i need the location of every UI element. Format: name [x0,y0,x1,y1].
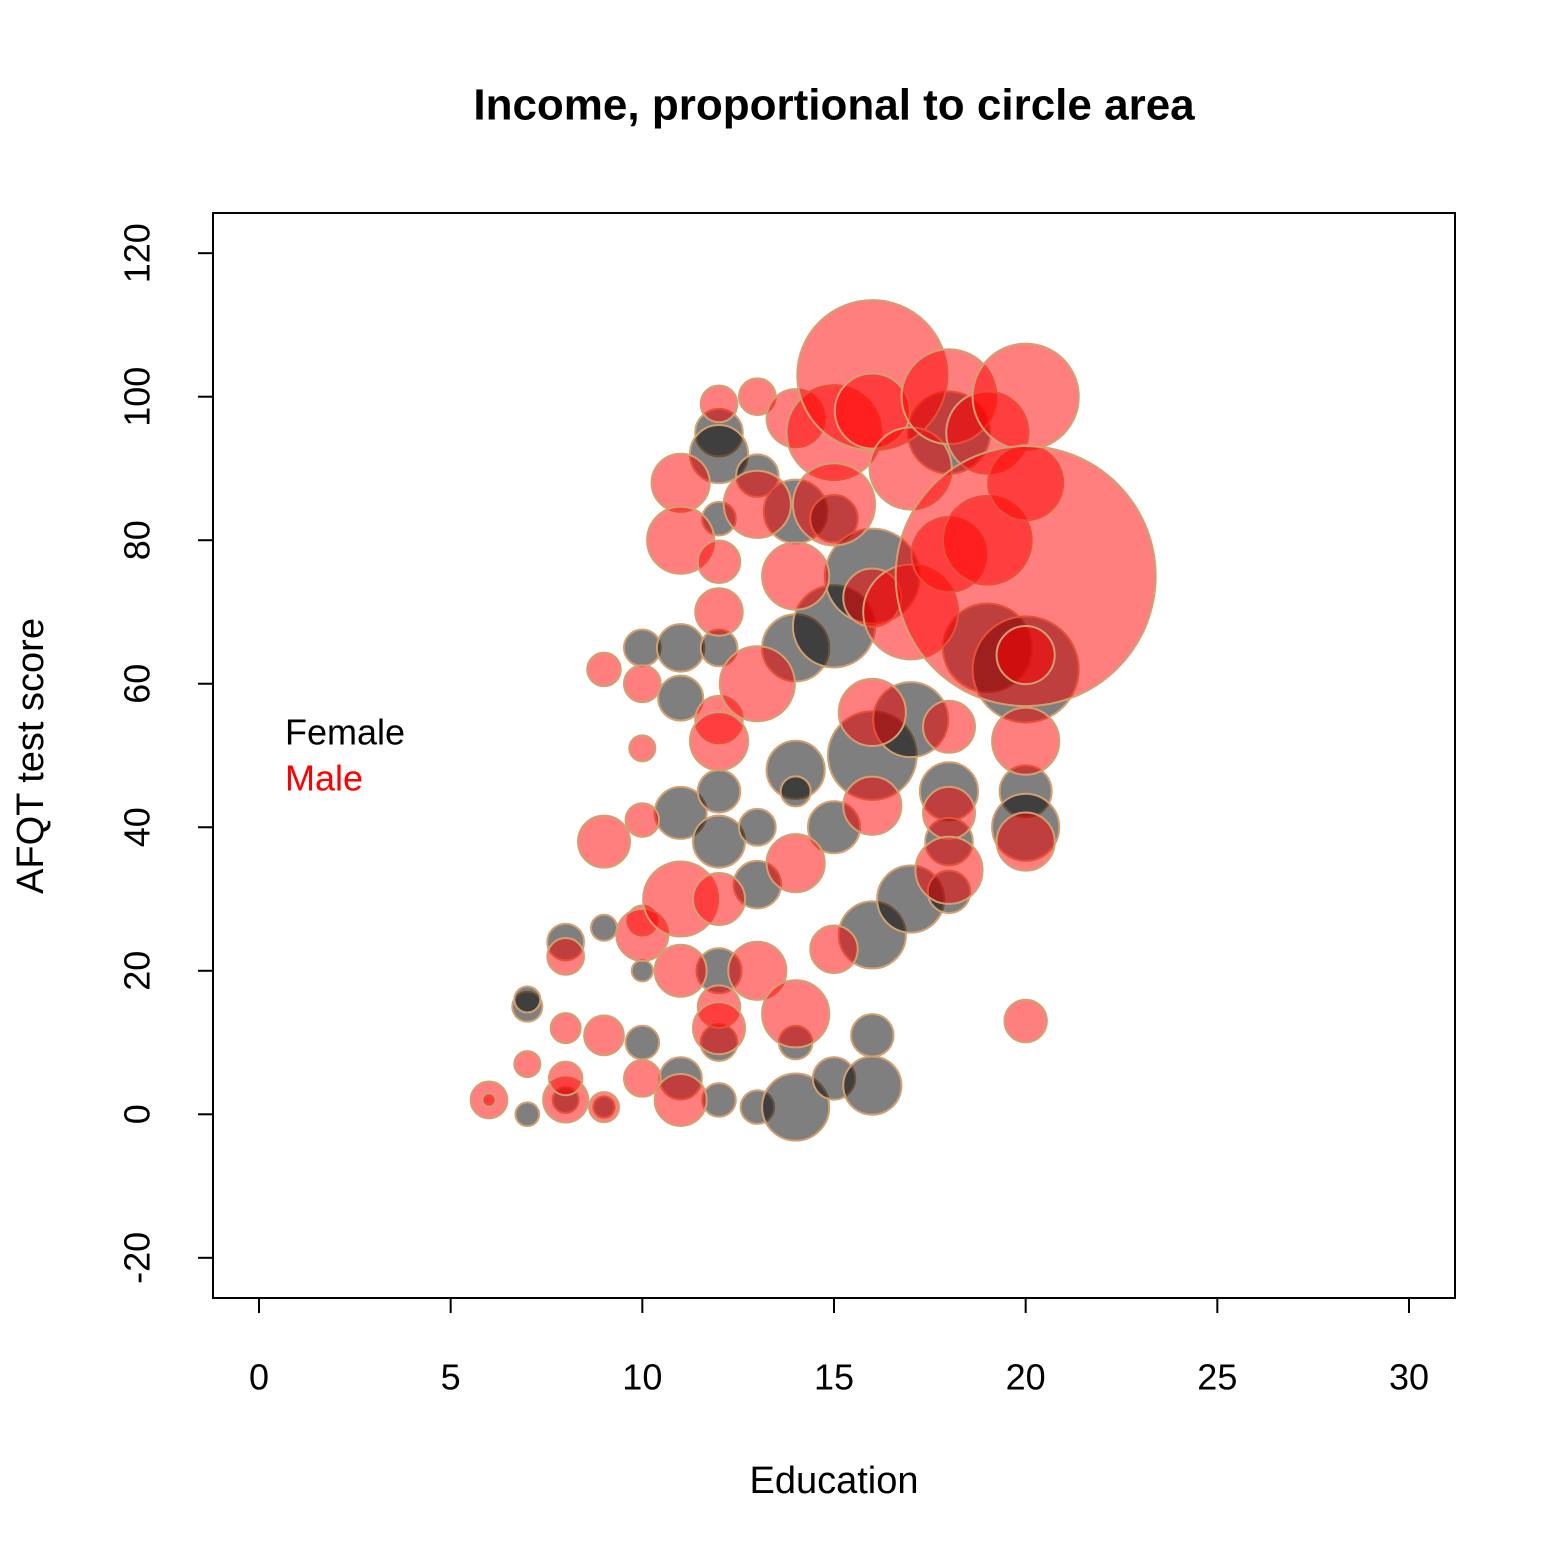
bubble [971,342,1080,451]
y-tick-label: 80 [117,520,158,560]
bubble [624,802,661,838]
x-tick-label: 15 [814,1357,854,1398]
bubble [837,677,907,748]
bubble [779,775,812,808]
x-tick-label: 10 [622,1357,662,1398]
bubble [622,664,662,704]
bubble [546,937,586,976]
bubble [513,985,542,1014]
bubble [586,651,622,688]
bubble [791,462,877,547]
bubble [699,384,739,424]
x-tick-label: 20 [1006,1357,1046,1398]
bubble [547,1060,584,1097]
x-axis-label: Education [749,1460,918,1502]
bubble [628,734,657,763]
bubble [761,541,831,611]
bubble [590,913,618,942]
bubble [624,1024,661,1061]
bubble [696,769,742,814]
bubble [692,814,746,869]
bubble [1003,998,1048,1044]
bubble [694,587,744,637]
bubble [696,539,742,584]
y-tick-label: 20 [117,951,158,991]
bubble [842,775,903,836]
bubble [737,807,777,847]
bubble [727,940,788,1001]
bubble [657,674,705,722]
bubble [630,959,654,983]
bubble [650,452,711,513]
bubble [513,1050,542,1079]
plot-area [469,299,1157,1142]
bubble [761,1072,831,1142]
bubble [514,1101,541,1128]
x-tick-label: 25 [1197,1357,1237,1398]
bubble [622,628,662,668]
bubble [549,1012,582,1045]
bubble [653,1072,708,1127]
bubble [583,1014,625,1057]
bubble [587,1091,621,1124]
bubble [722,469,792,539]
bubble [577,814,631,869]
y-tick-label: 0 [117,1104,158,1124]
x-tick-label: 30 [1389,1357,1429,1398]
bubble [761,979,831,1049]
bubble [809,924,859,974]
y-tick-label: 120 [117,223,158,283]
bubble [914,835,984,905]
bubble [653,943,708,998]
legend-label: Female [285,712,405,753]
bubble [995,624,1056,686]
y-tick-label: 40 [117,807,158,847]
bubble [655,623,706,673]
chart-title: Income, proportional to circle area [473,81,1195,130]
bubble [692,872,746,927]
y-tick-label: 100 [117,367,158,427]
bubble [718,645,796,723]
bubble [622,1059,662,1098]
bubble [850,1013,895,1058]
bubble [692,1001,746,1056]
x-tick-label: 0 [249,1357,269,1398]
bubble [922,699,976,754]
bubble [922,785,976,840]
bubble [688,711,750,772]
y-axis-label: AFQT test score [10,618,52,894]
y-tick-label: -20 [117,1232,158,1284]
bubble [991,706,1061,776]
legend-label: Male [285,758,363,799]
bubble [481,1092,497,1108]
x-tick-label: 5 [441,1357,461,1398]
y-tick-label: 60 [117,664,158,704]
bubble [894,445,1157,708]
bubble [765,833,826,894]
bubble [995,811,1056,872]
bubble [842,1055,903,1116]
